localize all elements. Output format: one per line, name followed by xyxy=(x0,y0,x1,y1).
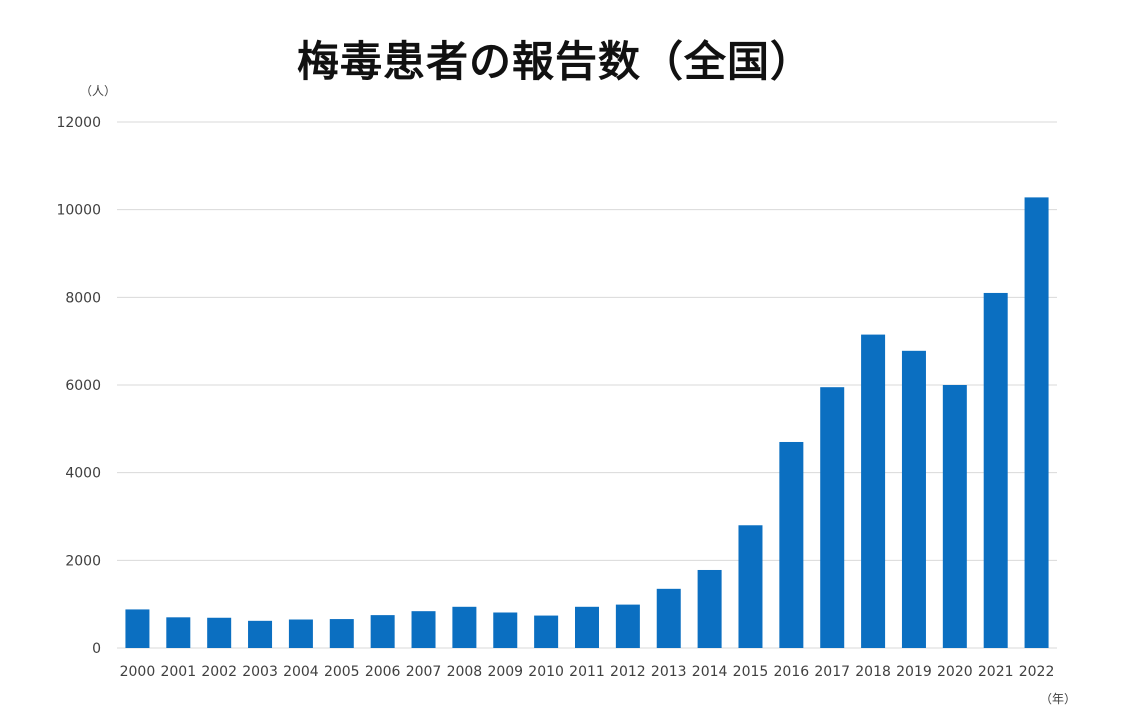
chart-title: 梅毒患者の報告数（全国） xyxy=(296,37,813,86)
y-tick-label: 10000 xyxy=(56,203,101,219)
x-tick-label: 2002 xyxy=(201,664,237,680)
x-tick-label: 2016 xyxy=(774,664,810,680)
bar-2007 xyxy=(411,611,436,648)
x-tick-label: 2014 xyxy=(692,664,728,680)
bar-2014 xyxy=(697,569,722,648)
bar-2002 xyxy=(207,617,232,648)
x-tick-label: 2001 xyxy=(160,664,196,680)
y-tick-label: 2000 xyxy=(65,553,101,569)
bar-2010 xyxy=(534,615,559,648)
x-tick-label: 2005 xyxy=(324,664,360,680)
bar-2000 xyxy=(125,609,150,648)
bar-2019 xyxy=(901,350,926,648)
y-tick-label: 12000 xyxy=(56,115,101,131)
y-tick-label: 6000 xyxy=(65,378,101,394)
x-tick-label: 2000 xyxy=(120,664,156,680)
bar-2006 xyxy=(370,615,395,648)
x-tick-label: 2019 xyxy=(896,664,932,680)
y-axis-ticks: 0 2000 4000 6000 8000 10000 12000 xyxy=(56,115,101,657)
x-axis-unit-label: （年） xyxy=(1040,692,1076,706)
y-tick-label: 0 xyxy=(92,641,101,657)
bars xyxy=(125,197,1049,649)
grid-lines xyxy=(117,121,1057,649)
y-axis-unit-label: （人） xyxy=(80,84,116,98)
bar-2003 xyxy=(248,620,273,648)
x-tick-label: 2021 xyxy=(978,664,1014,680)
x-tick-label: 2009 xyxy=(487,664,523,680)
bar-2011 xyxy=(575,606,599,648)
bar-2004 xyxy=(288,619,313,648)
bar-2009 xyxy=(493,612,518,648)
x-tick-label: 2013 xyxy=(651,664,687,680)
bar-2018 xyxy=(861,334,886,648)
y-tick-label: 8000 xyxy=(65,290,101,306)
x-axis-ticks: 2000 2001 2002 2003 2004 2005 2006 2007 2008 2009… xyxy=(120,664,1055,680)
x-tick-label: 2022 xyxy=(1019,664,1055,680)
bar-2005 xyxy=(329,619,354,648)
bar-2001 xyxy=(166,617,191,648)
bar-2015 xyxy=(738,525,763,648)
bar-2020 xyxy=(942,385,967,648)
x-tick-label: 2017 xyxy=(814,664,850,680)
x-tick-label: 2018 xyxy=(855,664,891,680)
x-tick-label: 2003 xyxy=(242,664,278,680)
bar-2022 xyxy=(1024,197,1049,649)
x-tick-label: 2010 xyxy=(528,664,564,680)
x-tick-label: 2015 xyxy=(733,664,769,680)
bar-2013 xyxy=(656,588,681,648)
x-tick-label: 2004 xyxy=(283,664,319,680)
x-tick-label: 2020 xyxy=(937,664,973,680)
bar-2016 xyxy=(779,441,804,648)
x-tick-label: 2008 xyxy=(447,664,483,680)
bar-2017 xyxy=(820,387,845,648)
bar-2012 xyxy=(615,604,640,648)
bar-2008 xyxy=(452,606,477,648)
x-tick-label: 2011 xyxy=(569,664,605,680)
x-tick-label: 2007 xyxy=(406,664,442,680)
x-tick-label: 2012 xyxy=(610,664,646,680)
y-tick-label: 4000 xyxy=(65,466,101,482)
bar-2021 xyxy=(983,292,1008,648)
x-tick-label: 2006 xyxy=(365,664,401,680)
